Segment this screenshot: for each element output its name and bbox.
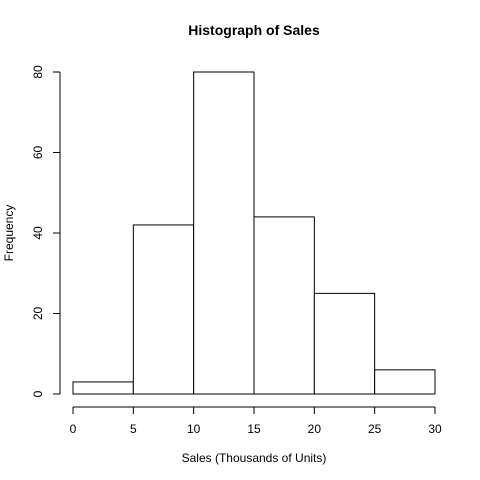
x-tick-label: 30 <box>428 422 442 436</box>
histogram-bar <box>132 224 195 395</box>
x-tick-label: 0 <box>70 422 77 436</box>
y-tick-label: 20 <box>31 307 45 321</box>
x-tick-label: 20 <box>308 422 322 436</box>
histogram-bar <box>313 292 376 395</box>
histogram-bar <box>193 71 255 395</box>
y-tick-label: 0 <box>31 390 45 397</box>
y-axis-label: Frequency <box>2 205 16 262</box>
x-tick-label: 25 <box>368 422 382 436</box>
y-tick-label: 60 <box>31 146 45 160</box>
x-axis: 0 5 10 15 20 25 30 <box>70 406 442 436</box>
y-axis: 0 20 40 60 80 <box>31 65 61 397</box>
histogram-bar <box>374 369 436 395</box>
x-tick-label: 15 <box>247 422 261 436</box>
bars-group <box>72 71 436 395</box>
y-tick-label: 80 <box>31 65 45 79</box>
histogram-bar <box>72 381 134 395</box>
x-tick-label: 10 <box>187 422 201 436</box>
x-axis-label: Sales (Thousands of Units) <box>182 451 327 465</box>
chart-title: Histograph of Sales <box>188 22 320 38</box>
x-tick-label: 5 <box>130 422 137 436</box>
histogram-bar <box>253 216 315 395</box>
y-tick-label: 40 <box>31 226 45 240</box>
